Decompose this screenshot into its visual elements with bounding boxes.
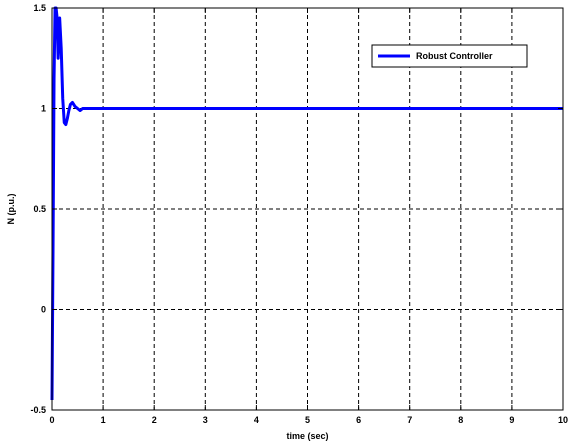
series-line-robust-controller xyxy=(50,6,563,400)
axis-ticks xyxy=(51,7,564,411)
legend: Robust Controller xyxy=(371,44,528,68)
y-tick-label: 0.5 xyxy=(33,204,46,214)
x-tick-label: 7 xyxy=(407,415,412,425)
x-tick-labels: 0 1 2 3 4 5 6 7 8 9 10 xyxy=(49,415,568,425)
series-layer xyxy=(50,6,563,400)
x-tick-label: 1 xyxy=(101,415,106,425)
y-tick-label: -0.5 xyxy=(30,405,46,415)
legend-box xyxy=(371,44,528,68)
grid-lines xyxy=(52,8,563,410)
x-tick-label: 5 xyxy=(305,415,310,425)
x-tick-label: 8 xyxy=(458,415,463,425)
y-tick-labels: -0.5 0 0.5 1 1.5 xyxy=(30,3,46,415)
y-tick-label: 1 xyxy=(41,104,46,114)
x-tick-label: 6 xyxy=(356,415,361,425)
x-tick-label: 10 xyxy=(558,415,568,425)
x-tick-label: 2 xyxy=(152,415,157,425)
x-axis-label: time (sec) xyxy=(286,431,328,441)
y-tick-label: 1.5 xyxy=(33,3,46,13)
x-tick-label: 4 xyxy=(254,415,259,425)
x-tick-label: 0 xyxy=(49,415,54,425)
y-tick-label: 0 xyxy=(41,305,46,315)
x-tick-label: 3 xyxy=(203,415,208,425)
legend-label-robust-controller: Robust Controller xyxy=(416,51,493,61)
x-tick-label: 9 xyxy=(509,415,514,425)
y-axis-label: N (p.u.) xyxy=(6,194,16,225)
